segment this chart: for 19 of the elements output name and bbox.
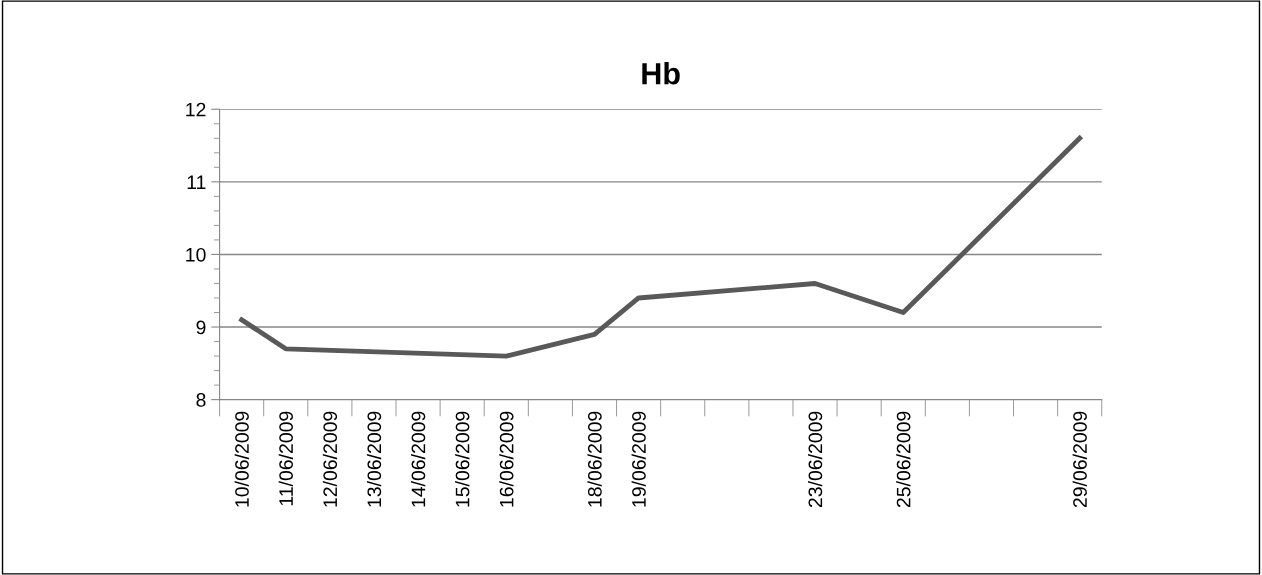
- line-series: [239, 135, 1083, 359]
- x-tick-label: 16/06/2009: [499, 411, 514, 507]
- x-tick-label: 11/06/2009: [278, 411, 293, 506]
- y-tick-label: 12: [186, 102, 206, 117]
- x-tick-label: 10/06/2009: [234, 411, 249, 507]
- x-tick-label: 23/06/2009: [807, 411, 823, 508]
- x-tick-label: 12/06/2009: [322, 411, 338, 507]
- y-tick-label: 9: [196, 320, 206, 335]
- x-tick-label: 15/06/2009: [455, 411, 470, 507]
- y-tick-label: 11: [187, 175, 206, 189]
- x-tick-label: 19/06/2009: [631, 411, 646, 507]
- chart-title: Hb: [642, 62, 680, 85]
- x-tick-label: 25/06/2009: [896, 411, 911, 508]
- x-tick-label: 13/06/2009: [366, 411, 382, 507]
- y-tick-label: 8: [196, 393, 206, 407]
- x-tick-label: 29/06/2009: [1072, 411, 1087, 508]
- y-tick-label: 10: [186, 247, 206, 262]
- x-tick-label: 18/06/2009: [587, 411, 602, 507]
- x-tick-label: 14/06/2009: [411, 411, 426, 507]
